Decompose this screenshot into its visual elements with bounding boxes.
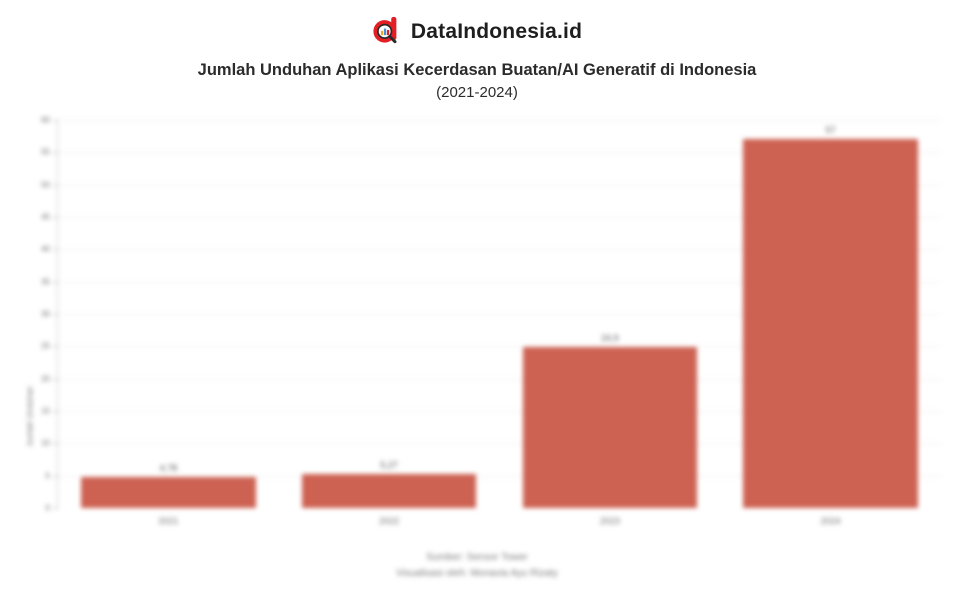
y-tick-label: 60 (41, 115, 50, 125)
y-tick-label: 20 (41, 374, 50, 384)
gridline (58, 184, 940, 186)
gridline (58, 281, 940, 283)
y-tick-mark (53, 475, 58, 477)
y-tick-mark (53, 443, 58, 445)
y-tick-label: 10 (41, 438, 50, 448)
gridline (58, 443, 940, 445)
y-tick-label: 50 (41, 180, 50, 190)
y-tick-mark (53, 281, 58, 283)
brand-name: DataIndonesia.id (410, 19, 583, 43)
bar-2023 (522, 346, 698, 508)
x-tick-label-2023: 2023 (599, 516, 620, 526)
gridline (58, 378, 940, 380)
magnifier-d-logo-icon (372, 14, 402, 49)
y-tick-mark (53, 508, 58, 509)
y-tick-mark (53, 120, 58, 121)
y-tick-mark (53, 217, 58, 218)
gridline (58, 411, 940, 412)
gridline (58, 346, 940, 348)
bar-2021 (81, 477, 256, 508)
y-tick-label: 30 (41, 309, 50, 319)
y-tick-label: 25 (41, 341, 50, 351)
x-tick-label-2024: 2024 (820, 516, 841, 526)
y-tick-mark (53, 152, 58, 154)
gridline (58, 120, 940, 121)
bar-value-label-2023: 24,9 (601, 332, 619, 343)
bar-2024 (743, 139, 918, 508)
gridline (58, 249, 940, 251)
y-tick-label: 45 (41, 212, 50, 222)
credit-text: Visualisasi oleh: Monavia Ayu Rizaty (396, 568, 558, 579)
y-tick-label: 15 (41, 406, 50, 416)
y-tick-mark (53, 314, 58, 315)
source-text: Sumber: Sensor Tower (426, 552, 528, 563)
y-tick-mark (53, 249, 58, 251)
bar-value-label-2022: 5,27 (380, 459, 398, 470)
gridline (58, 314, 940, 315)
gridline (58, 475, 940, 477)
y-tick-mark (53, 346, 58, 348)
bar-chart: Jumlah Unduhan 0 5 10 15 20 25 30 35 40 45 50 55 60 4… (0, 112, 954, 544)
bar-2022 (301, 473, 477, 508)
brand: DataIndonesia.id (372, 14, 582, 49)
y-tick-label: 35 (41, 277, 50, 287)
x-tick-label-2022: 2022 (379, 516, 400, 526)
gridline (58, 152, 940, 154)
y-tick-label: 55 (41, 147, 50, 157)
footer: Sumber: Sensor Tower Visualisasi oleh: M… (0, 550, 954, 582)
y-tick-label: 40 (41, 244, 50, 254)
gridline (58, 217, 940, 218)
y-tick-mark (53, 411, 58, 412)
x-tick-label-2021: 2021 (158, 516, 179, 526)
page-subtitle: (2021-2024) (436, 84, 518, 101)
bar-value-label-2021: 4,78 (159, 463, 178, 474)
y-tick-label: 0 (45, 503, 50, 513)
page-title: Jumlah Unduhan Aplikasi Kecerdasan Buata… (197, 61, 757, 79)
y-tick-mark (53, 378, 58, 380)
bar-value-label-2024: 57 (825, 125, 836, 136)
header: DataIndonesia.id Jumlah Unduhan Aplikasi… (0, 14, 954, 101)
y-tick-label: 5 (45, 471, 50, 481)
y-tick-mark (53, 184, 58, 186)
plot-area: 0 5 10 15 20 25 30 35 40 45 50 55 60 4,78 2021 5,27 2022… (41, 116, 940, 526)
